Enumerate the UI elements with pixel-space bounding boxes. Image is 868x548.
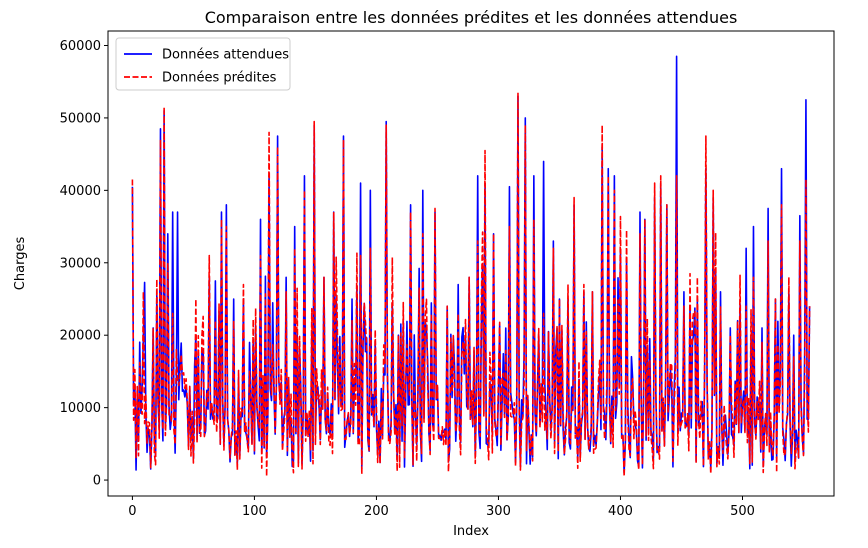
plot-lines bbox=[131, 55, 811, 478]
y-tick-label: 10000 bbox=[60, 401, 101, 416]
chart-title: Comparaison entre les données prédites e… bbox=[205, 8, 738, 27]
y-tick-label: 50000 bbox=[60, 111, 101, 126]
series-line-predicted bbox=[131, 91, 811, 478]
y-axis-label: Charges bbox=[13, 237, 28, 291]
y-tick-label: 20000 bbox=[60, 329, 101, 344]
x-tick-label: 300 bbox=[486, 504, 511, 519]
y-tick-label: 60000 bbox=[60, 39, 101, 54]
y-tick-label: 0 bbox=[93, 474, 101, 489]
y-tick-label: 40000 bbox=[60, 184, 101, 199]
x-tick-label: 200 bbox=[364, 504, 389, 519]
y-tick-label: 30000 bbox=[60, 256, 101, 271]
legend-label: Données prédites bbox=[162, 71, 277, 86]
y-axis: 0 10000 20000 30000 40000 50000 60000 bbox=[60, 39, 108, 489]
legend-label: Données attendues bbox=[162, 48, 289, 63]
plot-frame bbox=[107, 30, 835, 497]
legend: Données attendues Données prédites bbox=[115, 37, 291, 91]
legend-box bbox=[115, 37, 291, 91]
x-axis: 0 100 200 300 400 500 bbox=[128, 496, 755, 519]
x-tick-label: 100 bbox=[242, 504, 267, 519]
x-tick-label: 0 bbox=[128, 504, 136, 519]
x-tick-label: 500 bbox=[730, 504, 755, 519]
x-tick-label: 400 bbox=[608, 504, 633, 519]
x-axis-label: Index bbox=[453, 524, 489, 539]
